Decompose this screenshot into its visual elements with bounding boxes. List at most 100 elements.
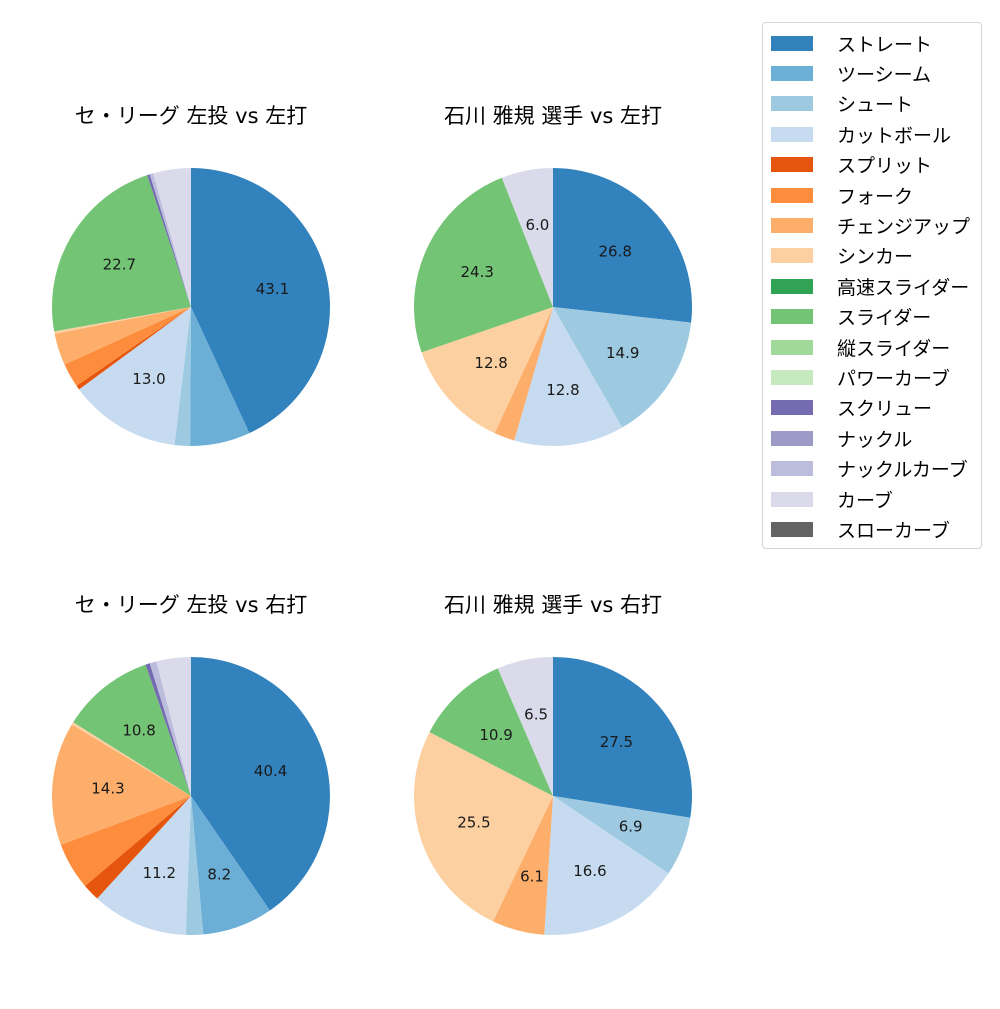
pie-slice <box>147 174 191 307</box>
pie-panel-ishikawa-vs-right: 石川 雅規 選手 vs 右打 27.5 6.9 16.6 6.1 25.5 10.9 6.5 <box>383 589 723 1009</box>
legend-item: ナックル <box>771 426 912 451</box>
pie-panel-league-vs-left: セ・リーグ 左投 vs 左打 43.1 13.0 22.7 <box>21 100 361 520</box>
legend-label: スクリュー <box>837 398 933 421</box>
legend-swatch <box>771 248 813 264</box>
legend-label: シュート <box>837 94 914 117</box>
legend-swatch <box>771 491 813 507</box>
pie-slice <box>191 168 330 434</box>
slice-value-label: 6.0 <box>525 216 549 234</box>
pie-panel-ishikawa-vs-left: 石川 雅規 選手 vs 左打 26.8 14.9 12.8 12.8 24.3 6.0 <box>383 100 723 520</box>
legend-label: カットボール <box>837 124 952 147</box>
legend-label: スライダー <box>837 307 932 330</box>
pie-slice <box>544 796 669 935</box>
pie-chart: 43.1 13.0 22.7 <box>52 168 330 446</box>
pie-slice <box>414 177 553 353</box>
slice-value-label: 6.9 <box>619 817 643 835</box>
legend-item: チェンジアップ <box>771 213 971 238</box>
pie-slice <box>501 168 553 307</box>
pie-chart: 40.4 8.2 11.2 14.3 10.8 <box>52 657 330 935</box>
pie-slice <box>174 307 191 446</box>
legend-label: カーブ <box>837 489 893 512</box>
slice-value-label: 22.7 <box>103 255 136 273</box>
pie-slice <box>553 168 692 323</box>
slice-value-label: 6.1 <box>520 868 544 886</box>
legend-swatch <box>771 65 813 81</box>
pie-slice <box>190 307 250 446</box>
pie-slice <box>429 668 553 796</box>
pie-slice <box>497 657 553 796</box>
pie-slice <box>494 307 553 441</box>
pie-slice <box>191 657 330 911</box>
pie-slice <box>85 796 191 899</box>
legend: ストレートツーシームシュートカットボールスプリットフォークチェンジアップシンカー… <box>762 22 982 549</box>
pie-slice <box>73 664 191 796</box>
legend-label: パワーカーブ <box>837 367 950 390</box>
legend-item: スライダー <box>771 305 931 329</box>
pie-chart: 27.5 6.9 16.6 6.1 25.5 10.9 6.5 <box>414 657 692 935</box>
slice-value-label: 12.8 <box>546 381 579 399</box>
slice-value-label: 43.1 <box>256 280 289 298</box>
pie-slice <box>76 307 191 390</box>
chart-title: 石川 雅規 選手 vs 右打 <box>443 593 663 617</box>
chart-title: セ・リーグ 左投 vs 左打 <box>74 104 308 128</box>
legend-item: ツーシーム <box>771 61 932 86</box>
pie-slice <box>149 661 191 796</box>
slice-value-label: 10.8 <box>122 722 155 740</box>
pie-chart: 26.8 14.9 12.8 12.8 24.3 6.0 <box>414 168 692 447</box>
legend-item: ナックルカーブ <box>771 457 968 481</box>
slice-value-label: 12.8 <box>474 354 507 372</box>
slice-value-label: 10.9 <box>479 726 512 744</box>
legend-item: パワーカーブ <box>771 365 950 390</box>
slice-value-label: 14.3 <box>91 779 124 797</box>
legend-label: ストレート <box>837 33 933 56</box>
pie-slice <box>60 796 191 886</box>
pie-slice <box>156 657 191 796</box>
legend-label: ツーシーム <box>837 63 932 86</box>
pie-slice <box>553 796 691 874</box>
legend-swatch <box>771 278 813 294</box>
legend-item: スクリュー <box>771 396 932 420</box>
legend-swatch <box>771 217 813 233</box>
slice-value-label: 13.0 <box>132 370 165 388</box>
legend-label: チェンジアップ <box>837 215 971 238</box>
legend-item: スローカーブ <box>771 517 950 542</box>
pie-slice <box>52 175 191 332</box>
slice-value-label: 11.2 <box>143 864 176 882</box>
pie-slice <box>71 722 191 796</box>
legend-swatch <box>771 157 813 173</box>
legend-item: シュート <box>771 92 913 116</box>
legend-item: スプリット <box>771 153 932 177</box>
slice-value-label: 27.5 <box>600 733 633 751</box>
legend-swatch <box>771 430 813 446</box>
pie-slice <box>153 168 191 307</box>
pie-panel-league-vs-right: セ・リーグ 左投 vs 右打 40.4 8.2 11.2 14.3 10.8 <box>21 589 361 1009</box>
pie-slice <box>54 307 191 365</box>
legend-item: シンカー <box>771 244 913 268</box>
legend-swatch <box>771 369 813 385</box>
legend-label: フォーク <box>837 185 914 208</box>
pie-slice <box>54 307 192 334</box>
slice-value-label: 6.5 <box>524 705 548 723</box>
legend-swatch <box>771 461 813 477</box>
legend-swatch <box>771 521 813 537</box>
legend-item: フォーク <box>771 183 914 208</box>
legend-swatch <box>771 309 813 325</box>
chart-title: セ・リーグ 左投 vs 右打 <box>74 593 308 617</box>
legend-swatch <box>771 96 813 112</box>
slice-value-label: 8.2 <box>207 865 231 883</box>
pie-slice <box>64 307 191 386</box>
legend-swatch <box>771 126 813 142</box>
pie-slice <box>79 307 191 446</box>
legend-label: スローカーブ <box>837 519 950 542</box>
legend-swatch <box>771 35 813 51</box>
legend-label: ナックルカーブ <box>837 459 968 482</box>
legend-item: 縦スライダー <box>771 335 950 360</box>
legend-swatch <box>771 400 813 416</box>
pie-slice <box>97 796 191 935</box>
slice-value-label: 24.3 <box>461 263 494 281</box>
pie-slice <box>493 796 553 935</box>
legend-swatch <box>771 187 813 203</box>
legend-item: カットボール <box>771 122 952 147</box>
pie-slice <box>553 307 692 428</box>
pie-slice <box>149 173 191 307</box>
